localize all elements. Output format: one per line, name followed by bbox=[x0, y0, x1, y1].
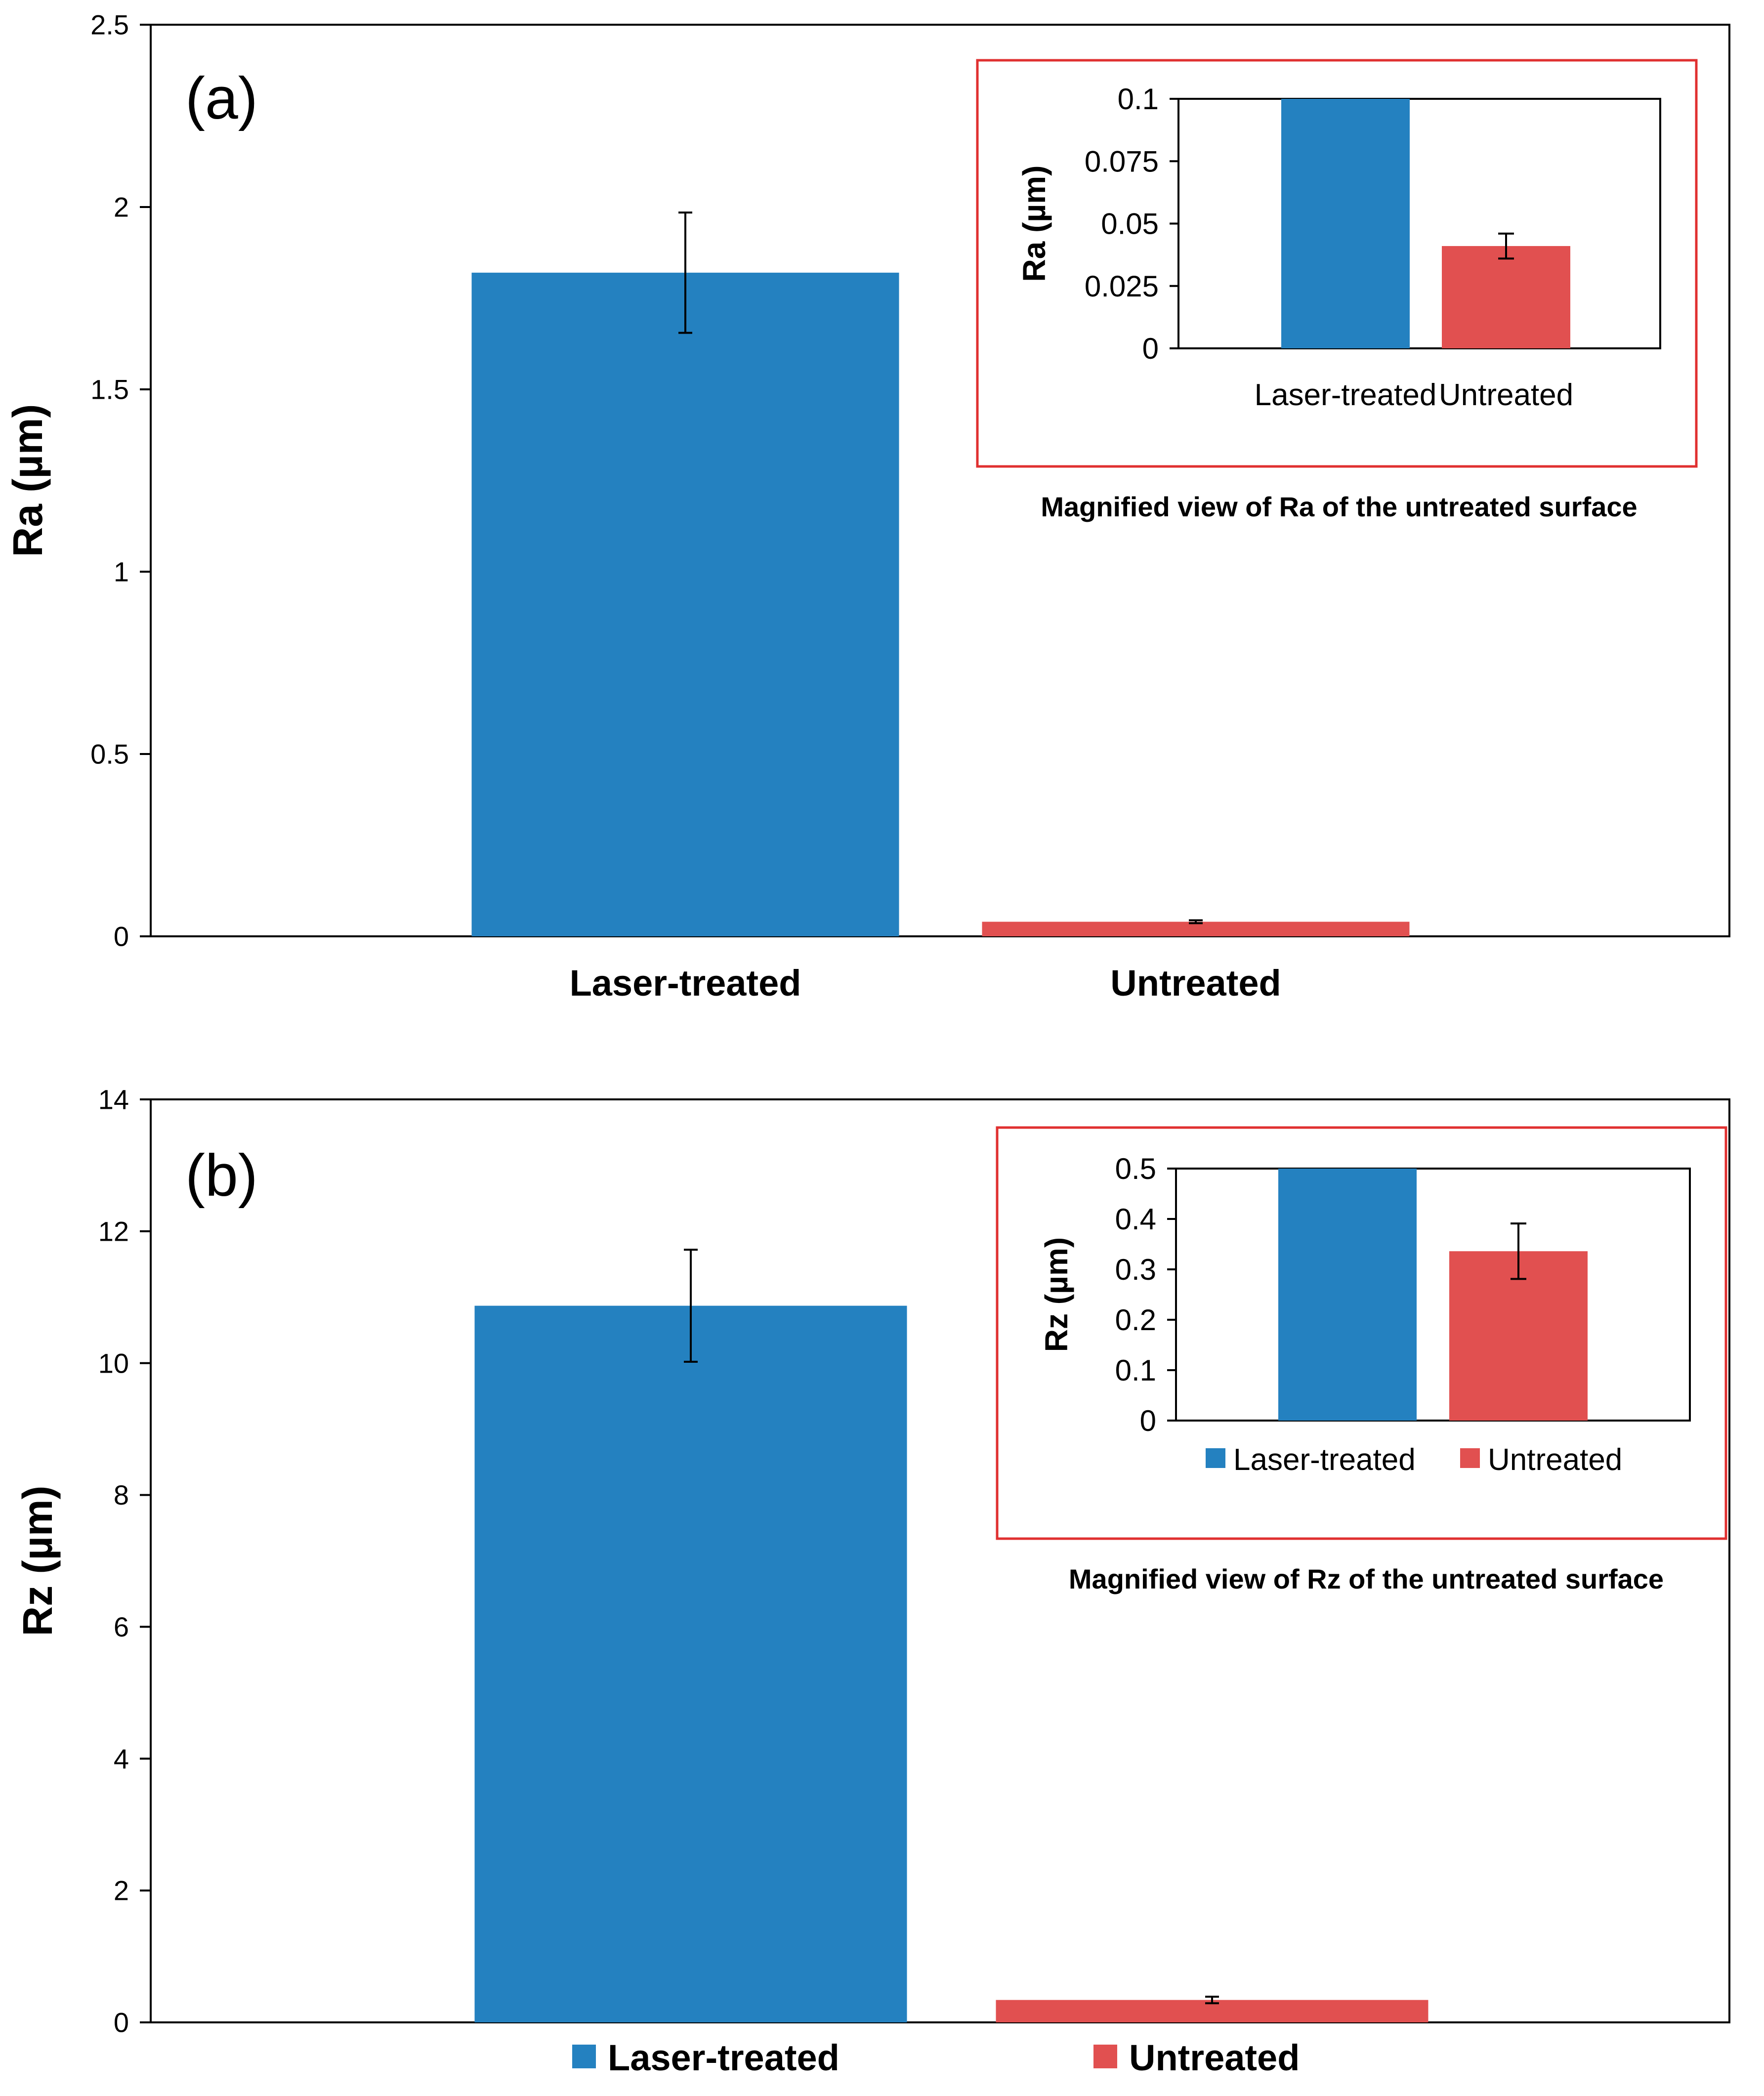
inset-b: 0 0.1 0.2 0.3 0.4 0.5 Rz (µm) Laser-treated Untr… bbox=[996, 1126, 1727, 1540]
y-tick-label: 2 bbox=[114, 192, 129, 223]
inset-y-tick-label: 0.05 bbox=[1101, 208, 1159, 241]
y-tick-label: 6 bbox=[114, 1611, 129, 1642]
inset-y-tick-label: 0.2 bbox=[1115, 1303, 1156, 1337]
inset-y-tick-label: 0 bbox=[1142, 332, 1159, 365]
x-category-label: Untreated bbox=[1110, 963, 1281, 1004]
inset-y-tick-label: 0.4 bbox=[1115, 1203, 1156, 1236]
inset-y-axis-label: Ra (µm) bbox=[1016, 166, 1052, 282]
legend-swatch bbox=[572, 2045, 596, 2068]
y-tick-label: 1 bbox=[114, 556, 129, 587]
plot-frame bbox=[150, 1098, 1730, 2023]
inset-bar-laser-treated bbox=[1281, 99, 1410, 348]
inset-a: 0 0.025 0.05 0.075 0.1 Ra (µm) Laser-treated Un… bbox=[976, 59, 1698, 468]
chart-a: 00.511.522.5(a)Ra (µm)Laser-treated Untre… bbox=[4, 9, 1730, 1004]
y-tick-label: 0.5 bbox=[90, 739, 129, 770]
inset-plot-frame bbox=[1175, 1168, 1691, 1422]
inset-legend-label: Laser-treated bbox=[1233, 1443, 1416, 1477]
inset-y-tick-label: 0.075 bbox=[1085, 145, 1159, 178]
chart-b: 0 2 4 6 8 10 12 14 (b) Rz (µm) Laser-treated Untrea… bbox=[14, 1084, 1730, 2078]
panel-label: (b) bbox=[185, 1142, 258, 1209]
inset-caption: Magnified view of Ra of the untreated su… bbox=[1041, 491, 1637, 522]
inset-y-tick-label: 0 bbox=[1140, 1404, 1156, 1437]
inset-x-category-label: Laser-treated bbox=[1255, 378, 1437, 412]
legend-label: Untreated bbox=[1129, 2037, 1300, 2078]
y-axis-label: Ra (µm) bbox=[4, 404, 51, 557]
inset-legend-label: Untreated bbox=[1488, 1443, 1622, 1477]
inset-y-tick-label: 0.5 bbox=[1115, 1152, 1156, 1185]
inset-y-axis-label: Rz (µm) bbox=[1039, 1237, 1074, 1352]
panel-label: (a) bbox=[185, 65, 258, 131]
inset-caption: Magnified view of Rz of the untreated su… bbox=[1069, 1563, 1664, 1594]
y-tick-label: 12 bbox=[98, 1216, 129, 1247]
x-category-label: Laser-treated bbox=[570, 963, 801, 1004]
inset-y-tick-label: 0.1 bbox=[1118, 83, 1159, 116]
y-tick-label: 10 bbox=[98, 1347, 129, 1379]
y-tick-label: 0 bbox=[114, 2007, 129, 2038]
inset-y-tick-label: 0.1 bbox=[1115, 1354, 1156, 1387]
inset-y-tick-label: 0.025 bbox=[1085, 270, 1159, 303]
legend-swatch bbox=[1093, 2045, 1117, 2068]
inset-y-tick-label: 0.3 bbox=[1115, 1253, 1156, 1286]
legend-label: Laser-treated bbox=[608, 2037, 840, 2078]
y-tick-label: 14 bbox=[98, 1084, 129, 1115]
y-tick-label: 4 bbox=[114, 1743, 129, 1774]
y-tick-label: 2.5 bbox=[90, 9, 129, 41]
bar-laser-treated bbox=[471, 272, 899, 936]
plot-frame bbox=[150, 24, 1730, 937]
inset-bar-laser-treated bbox=[1278, 1169, 1417, 1421]
y-axis-label: Rz (µm) bbox=[14, 1485, 61, 1636]
y-tick-label: 1.5 bbox=[90, 374, 129, 405]
y-tick-label: 8 bbox=[114, 1479, 129, 1510]
y-tick-label: 0 bbox=[114, 921, 129, 952]
inset-x-category-label: Untreated bbox=[1439, 378, 1573, 412]
inset-bar-untreated bbox=[1442, 246, 1570, 348]
bar-laser-treated bbox=[474, 1305, 907, 2022]
inset-legend-swatch bbox=[1206, 1448, 1225, 1468]
inset-legend-swatch bbox=[1460, 1448, 1480, 1468]
y-tick-label: 2 bbox=[114, 1875, 129, 1906]
